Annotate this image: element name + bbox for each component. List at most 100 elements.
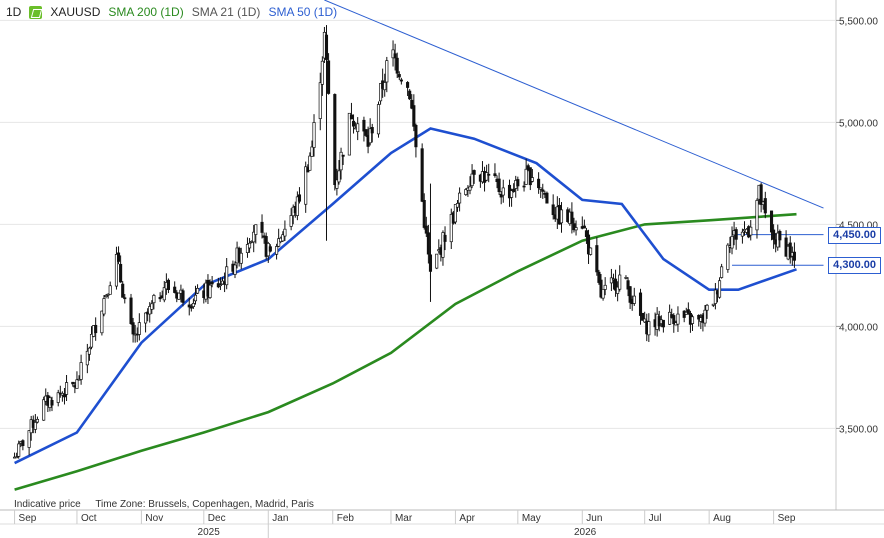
candle-body <box>71 381 75 385</box>
candle-body <box>150 303 154 310</box>
candle-body <box>252 231 256 243</box>
y-tick-label: 5,500.00 <box>839 16 878 27</box>
candle-body <box>609 277 613 284</box>
candle-body <box>129 297 133 324</box>
candle-body <box>260 221 264 233</box>
x-tick-label: Feb <box>337 513 355 524</box>
candle-body <box>104 295 108 298</box>
candle-body <box>516 179 520 187</box>
candle-body <box>570 211 574 224</box>
candle-body <box>537 178 541 189</box>
candle-body <box>493 173 497 177</box>
candle-body <box>713 289 717 304</box>
candle-body <box>144 312 148 324</box>
candle-body <box>510 190 514 198</box>
interval-label[interactable]: 1D <box>6 5 22 19</box>
candle-body <box>277 238 281 247</box>
candle-body <box>187 304 191 308</box>
candle-body <box>196 288 200 294</box>
candle-body <box>85 350 89 366</box>
candle-body <box>638 292 643 316</box>
candle-body <box>435 253 439 269</box>
candle-body <box>772 229 776 240</box>
candle-body <box>703 309 707 324</box>
candle-body <box>589 247 593 255</box>
candle-body <box>35 418 39 423</box>
sma200-label[interactable]: SMA 200 (1D) <box>108 5 184 19</box>
trendline-path <box>324 0 824 209</box>
candle-body <box>572 223 576 231</box>
x-tick-label: Dec <box>208 513 226 524</box>
sma-50-line <box>14 127 797 465</box>
candle-body <box>108 285 112 295</box>
candle-body <box>595 245 599 273</box>
candle-body <box>121 283 125 298</box>
candle-body <box>485 172 489 181</box>
candle-body <box>162 287 166 301</box>
candle-body <box>412 105 416 127</box>
candle-body <box>468 186 472 191</box>
candle-body <box>705 304 709 311</box>
candle-body <box>530 177 534 182</box>
candle-body <box>308 155 312 171</box>
candle-body <box>42 399 46 421</box>
candle-body <box>225 266 229 286</box>
candle-body <box>603 284 607 290</box>
candle-body <box>601 288 605 299</box>
candle-body <box>254 224 258 235</box>
candle-body <box>87 347 91 355</box>
candle-body <box>769 210 774 233</box>
candle-body <box>647 321 651 336</box>
candle-body <box>312 122 316 148</box>
candle-body <box>56 392 60 403</box>
candle-body <box>102 298 106 315</box>
price-tag-upper: 4,450.00 <box>828 226 881 244</box>
candle-body <box>268 246 272 252</box>
candle-body <box>582 225 586 229</box>
candle-body <box>208 284 212 298</box>
candle-body <box>379 83 383 102</box>
candle-body <box>114 254 119 287</box>
candle-body <box>148 306 152 315</box>
candle-body <box>15 456 19 459</box>
candle-body <box>487 173 491 176</box>
x-axis: Sep Oct Nov Dec Jan Feb Mar Apr May Jun Jul Aug Sep 2… <box>0 509 884 538</box>
candle-body <box>584 230 588 237</box>
candle-body <box>173 286 177 293</box>
candle-body <box>686 309 690 314</box>
candle-body <box>749 226 753 236</box>
candle-body <box>740 231 744 237</box>
candle-body <box>717 280 722 298</box>
candle-body <box>697 314 701 320</box>
candle-body <box>422 200 426 228</box>
candle-body <box>522 185 526 188</box>
candle-body <box>210 281 214 285</box>
candle-body <box>730 236 734 249</box>
candle-body <box>441 232 445 258</box>
sma-200-line <box>14 212 797 491</box>
x-year-label: 2026 <box>574 527 597 538</box>
candle-body <box>574 227 578 231</box>
candle-body <box>720 266 724 278</box>
x-tick-label: Sep <box>19 513 37 524</box>
sma21-label[interactable]: SMA 21 (1D) <box>191 5 261 19</box>
sma50-label[interactable]: SMA 50 (1D) <box>268 5 338 19</box>
candle-body <box>100 310 104 334</box>
symbol-label[interactable]: XAUUSD <box>50 5 101 19</box>
candle-body <box>297 194 302 202</box>
candle-body <box>33 422 37 430</box>
candle-body <box>193 294 198 302</box>
candle-body <box>347 112 351 156</box>
candle-body <box>370 127 374 134</box>
candle-body <box>75 379 79 389</box>
candle-body <box>499 193 503 198</box>
candle-body <box>275 246 279 255</box>
candle-body <box>458 192 462 204</box>
candle-body <box>614 278 618 291</box>
candle-body <box>755 200 759 231</box>
candle-body <box>632 295 636 304</box>
candle-body <box>356 123 360 133</box>
grid <box>0 0 837 510</box>
candle-body <box>233 264 237 275</box>
